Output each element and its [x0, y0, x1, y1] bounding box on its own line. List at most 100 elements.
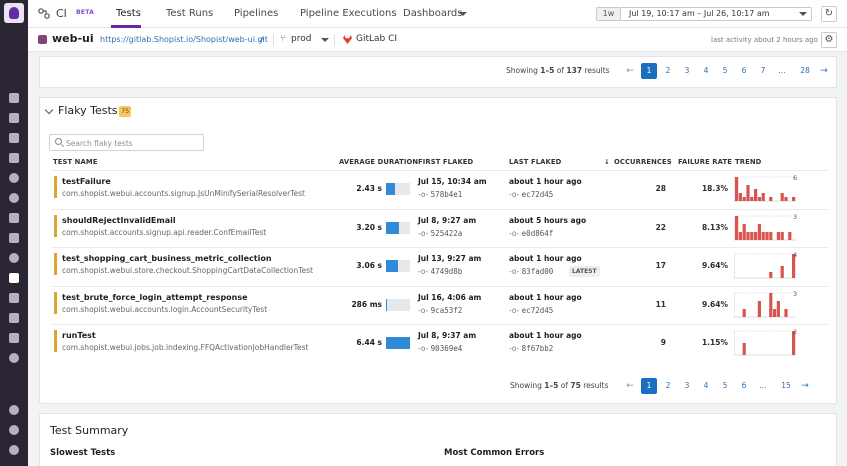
chevron-down-icon[interactable]	[459, 12, 467, 16]
page-2-button[interactable]: 2	[665, 381, 671, 390]
trend-bar	[738, 193, 742, 201]
logs-icon[interactable]	[9, 213, 19, 223]
tab-dashboards[interactable]: Dashboards	[403, 8, 463, 19]
test-name[interactable]: test_brute_force_login_attempt_response	[62, 292, 248, 302]
tab-pipelines[interactable]: Pipelines	[234, 8, 279, 19]
col-last-flaked[interactable]: LAST FLAKED	[509, 158, 562, 166]
settings-button[interactable]: ⚙	[821, 32, 837, 48]
page-28-button[interactable]: 28	[800, 66, 810, 75]
first-flaked-commit[interactable]: -o- 4749d8b	[418, 267, 462, 276]
refresh-button[interactable]: ↻	[821, 6, 837, 22]
commit-sha[interactable]: 90369e4	[430, 344, 463, 353]
dashboards-icon[interactable]	[9, 133, 19, 143]
table-row[interactable]: test_brute_force_login_attempt_response c…	[52, 285, 828, 325]
page-5-button[interactable]: 5	[722, 66, 728, 75]
ci-nav-icon[interactable]	[9, 273, 19, 283]
commit-sha[interactable]: 83fad00	[521, 267, 554, 276]
first-flaked-commit[interactable]: -o- 90369e4	[418, 344, 462, 353]
commit-sha[interactable]: 578b4e1	[430, 190, 463, 199]
help-icon[interactable]	[9, 425, 19, 435]
last-flaked-commit[interactable]: -o- 83fad00	[509, 267, 553, 276]
next-page-button[interactable]: →	[820, 66, 828, 76]
infrastructure-icon[interactable]	[9, 233, 19, 243]
last-flaked-commit[interactable]: -o- ec72d45	[509, 190, 553, 199]
table-row[interactable]: runTest com.shopist.webui.jobs.job.indexi…	[52, 324, 828, 363]
tab-tests[interactable]: Tests	[116, 8, 141, 19]
col-test-name[interactable]: TEST NAME	[53, 158, 98, 166]
datadog-logo-icon[interactable]	[4, 3, 24, 23]
prev-page-button[interactable]: ←	[626, 66, 634, 76]
col-trend[interactable]: TREND	[735, 158, 762, 166]
security-icon[interactable]	[9, 333, 19, 343]
commit-sha[interactable]: e0d864f	[521, 228, 554, 238]
test-name[interactable]: test_shopping_cart_business_metric_colle…	[62, 254, 272, 263]
user-avatar-icon[interactable]	[9, 445, 19, 455]
page-7-button[interactable]: 7	[760, 66, 766, 75]
page-5-button[interactable]: 5	[722, 381, 728, 390]
branch-selector[interactable]: prod	[291, 34, 312, 44]
page-6-button[interactable]: 6	[741, 66, 747, 75]
trend-sparkline: 3	[734, 213, 797, 240]
integrations-icon[interactable]	[9, 173, 19, 183]
first-flaked-commit[interactable]: -o- 9ca53f2	[418, 306, 462, 315]
prev-page-button[interactable]: ←	[626, 381, 634, 391]
rum-icon[interactable]	[9, 253, 19, 263]
commit-sha[interactable]: 4749d8b	[430, 267, 463, 276]
last-flaked-commit[interactable]: -o- e0d864f	[509, 229, 553, 238]
trend-bar	[738, 231, 742, 240]
next-page-button[interactable]: →	[801, 381, 809, 391]
last-flaked-commit[interactable]: -o- ec72d45	[509, 306, 553, 315]
search-icon[interactable]	[9, 93, 19, 103]
commit-sha[interactable]: ec72d45	[521, 305, 554, 315]
synthetics-icon[interactable]	[9, 313, 19, 323]
tab-test-runs[interactable]: Test Runs	[166, 8, 214, 19]
page-1-button[interactable]: 1	[641, 63, 657, 79]
trend-bar	[757, 223, 761, 240]
page-6-button[interactable]: 6	[741, 381, 747, 390]
first-flaked-commit[interactable]: -o- 578b4e1	[418, 190, 462, 199]
chevron-down-icon[interactable]	[44, 105, 54, 115]
col-failure-rate[interactable]: FAILURE RATE	[678, 158, 732, 166]
table-row[interactable]: test_shopping_cart_business_metric_colle…	[52, 247, 828, 286]
last-flaked-commit[interactable]: -o- 8f67bb2	[509, 344, 553, 353]
col-occurrences[interactable]: OCCURRENCES	[614, 158, 672, 166]
trend-bar	[769, 197, 773, 201]
repo-url-link[interactable]: https://gitlab.Shopist.io/Shopist/web-ui…	[100, 35, 268, 44]
page-3-button[interactable]: 3	[684, 381, 690, 390]
chat-icon[interactable]	[9, 405, 19, 415]
sort-desc-icon[interactable]: ↓	[604, 158, 610, 166]
col-average-duration[interactable]: AVERAGE DURATION	[339, 158, 419, 166]
tab-pipeline-executions[interactable]: Pipeline Executions	[300, 8, 397, 19]
time-range-picker[interactable]: Jul 19, 10:17 am – Jul 26, 10:17 am	[621, 7, 812, 21]
page-2-button[interactable]: 2	[665, 66, 671, 75]
watchdog-icon[interactable]	[9, 353, 19, 363]
first-flaked-commit[interactable]: -o- 525422a	[418, 229, 462, 238]
monitors-icon[interactable]	[9, 193, 19, 203]
flaky-tests-panel: Flaky Tests 75 TEST NAME AVERAGE DURATIO…	[39, 97, 837, 404]
flaky-search-input[interactable]	[66, 137, 201, 149]
col-first-flaked[interactable]: FIRST FLAKED	[418, 158, 474, 166]
page-4-button[interactable]: 4	[703, 381, 709, 390]
page-1-button[interactable]: 1	[641, 378, 657, 394]
test-name[interactable]: runTest	[62, 331, 96, 340]
commit-sha[interactable]: 525422a	[430, 228, 463, 238]
page-15-button[interactable]: 15	[781, 381, 791, 390]
page-4-button[interactable]: 4	[703, 66, 709, 75]
table-row[interactable]: shouldRejectInvalidEmail com.shopist.acco…	[52, 208, 828, 248]
test-summary-title: Test Summary	[50, 424, 129, 437]
apm-icon[interactable]	[9, 113, 19, 123]
metrics-icon[interactable]	[9, 153, 19, 163]
test-name[interactable]: shouldRejectInvalidEmail	[62, 215, 176, 225]
notebooks-icon[interactable]	[9, 293, 19, 303]
time-range-preset[interactable]: 1w	[596, 7, 621, 21]
table-row[interactable]: testFailure com.shopist.webui.accounts.si…	[52, 170, 828, 209]
external-link-icon[interactable]: ↗	[258, 35, 265, 44]
test-name[interactable]: testFailure	[62, 177, 111, 186]
chevron-down-icon[interactable]	[321, 38, 329, 42]
commit-sha[interactable]: 9ca53f2	[430, 305, 463, 315]
commit-sha[interactable]: 8f67bb2	[521, 344, 554, 353]
page-3-button[interactable]: 3	[684, 66, 690, 75]
search-field[interactable]	[49, 134, 204, 151]
commit-sha[interactable]: ec72d45	[521, 190, 554, 199]
chevron-down-icon[interactable]	[799, 12, 807, 16]
